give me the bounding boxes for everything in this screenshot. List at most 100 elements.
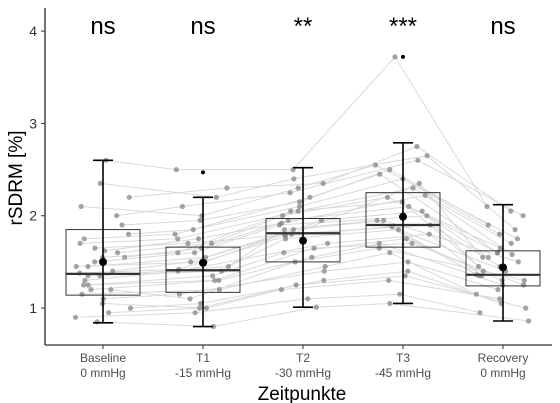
data-point: [293, 282, 299, 288]
y-ticks: 1 2 3 4: [29, 23, 45, 316]
data-point: [190, 227, 196, 233]
data-point: [403, 236, 409, 242]
mean-point: [99, 257, 107, 266]
data-point: [280, 213, 286, 219]
data-point: [295, 185, 301, 191]
data-point: [216, 277, 222, 283]
data-point: [125, 231, 132, 237]
data-point: [422, 192, 428, 198]
data-point: [476, 263, 482, 270]
mean-point: [499, 263, 507, 272]
data-point: [484, 203, 490, 210]
y-axis-title: rSDRM [%]: [6, 131, 27, 226]
data-point: [520, 213, 526, 219]
data-point: [192, 310, 198, 316]
data-point: [477, 310, 483, 316]
outlier-point: [401, 54, 405, 59]
data-point: [203, 254, 209, 260]
data-point: [179, 203, 185, 210]
data-point: [216, 287, 222, 293]
data-point: [405, 268, 411, 274]
significance-label: ns: [490, 13, 515, 40]
data-point: [176, 291, 182, 297]
data-point: [82, 277, 88, 283]
data-point: [88, 287, 94, 293]
x-tick-label: Recovery: [478, 351, 529, 365]
data-point: [175, 236, 181, 242]
data-point: [198, 300, 204, 307]
data-point: [81, 282, 87, 288]
jitter-points: [72, 54, 532, 330]
mean-point: [399, 212, 407, 221]
data-point: [279, 220, 285, 226]
data-point: [305, 296, 311, 302]
x-tick-sublabel: -15 mmHg: [175, 366, 231, 380]
data-point: [374, 217, 380, 223]
data-point: [210, 273, 216, 279]
y-tick-label: 3: [29, 115, 37, 131]
data-point: [485, 222, 491, 228]
significance-labels: ns ns ** *** ns: [90, 13, 515, 40]
data-point: [495, 287, 501, 293]
data-point: [192, 250, 198, 256]
y-tick-label: 2: [29, 208, 37, 224]
x-tick-sublabel: 0 mmHg: [480, 366, 525, 380]
data-point: [320, 180, 326, 186]
data-point: [497, 231, 503, 237]
data-point: [381, 217, 387, 223]
data-point: [278, 287, 285, 293]
data-point: [110, 268, 116, 274]
data-point: [114, 213, 120, 219]
data-point: [121, 254, 128, 260]
data-point: [79, 291, 85, 297]
data-point: [172, 231, 178, 237]
data-point: [85, 263, 91, 270]
significance-label: ***: [389, 13, 417, 40]
data-point: [185, 240, 191, 246]
data-point: [409, 240, 415, 246]
data-point: [387, 300, 393, 307]
data-point: [372, 162, 379, 168]
data-point: [321, 277, 327, 283]
data-point: [480, 268, 486, 274]
data-point: [224, 185, 230, 191]
data-point: [406, 203, 412, 210]
data-point: [402, 273, 408, 279]
data-point: [419, 208, 425, 214]
y-tick-label: 4: [29, 23, 37, 39]
data-point: [426, 231, 432, 237]
x-tick-label: T3: [396, 351, 410, 365]
data-point: [521, 277, 527, 283]
data-point: [387, 167, 393, 173]
data-point: [108, 287, 114, 293]
data-point: [126, 194, 132, 200]
data-point: [384, 194, 391, 200]
data-point: [188, 259, 194, 265]
data-point: [94, 319, 100, 325]
data-point: [424, 213, 430, 219]
data-point: [473, 291, 479, 297]
x-axis-title: Zeitpunkte: [258, 384, 347, 403]
data-point: [521, 282, 527, 288]
data-point: [197, 305, 203, 311]
data-point: [313, 304, 319, 310]
data-point: [376, 245, 382, 251]
data-point: [287, 190, 293, 196]
data-point: [210, 323, 216, 330]
data-point: [526, 318, 532, 324]
data-point: [81, 236, 87, 242]
data-point: [281, 250, 287, 256]
x-tick-label: T2: [296, 351, 310, 365]
data-point: [225, 263, 232, 270]
data-point: [321, 268, 327, 274]
x-tick-sublabel: -30 mmHg: [275, 366, 331, 380]
data-point: [92, 245, 98, 251]
data-point: [97, 180, 103, 186]
data-point: [281, 227, 287, 233]
data-point: [175, 250, 181, 256]
data-point: [392, 54, 398, 60]
data-point: [495, 250, 501, 256]
